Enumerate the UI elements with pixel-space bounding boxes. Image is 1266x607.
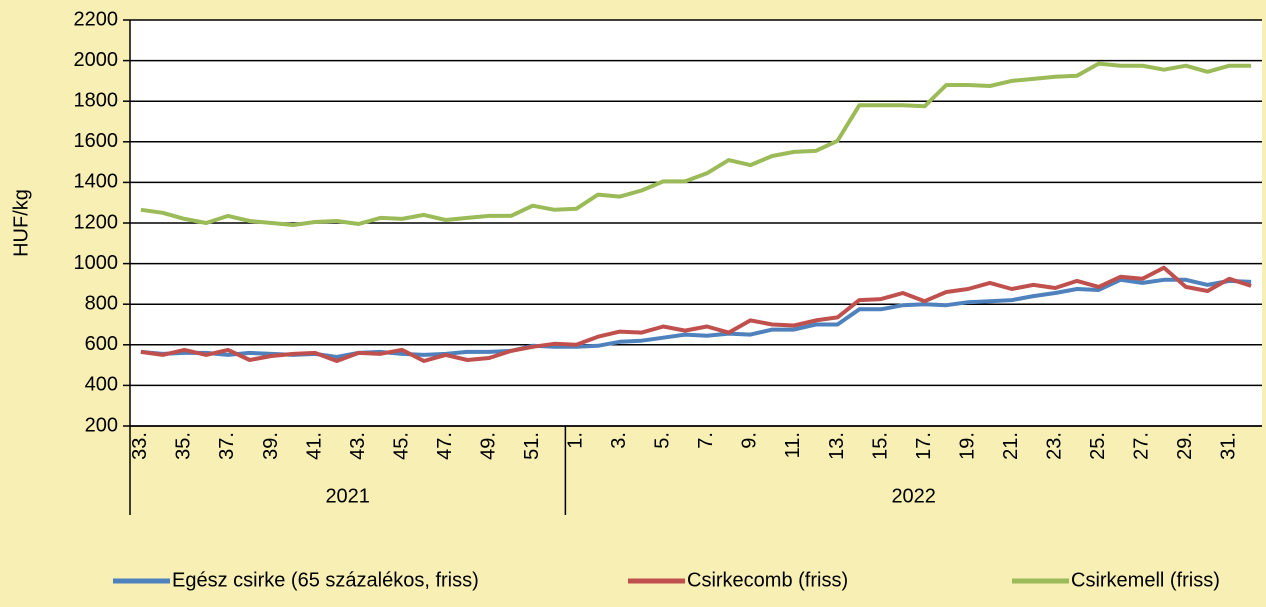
x-tick-label: 19.	[956, 432, 978, 460]
x-tick-label: 1.	[565, 432, 587, 449]
x-tick-label: 41.	[303, 432, 325, 460]
x-tick-label: 7.	[695, 432, 717, 449]
x-tick-label: 15.	[869, 432, 891, 460]
y-tick-label: 2200	[74, 8, 119, 30]
y-tick-label: 800	[85, 292, 118, 314]
x-tick-label: 5.	[652, 432, 674, 449]
x-tick-label: 11.	[782, 432, 804, 458]
x-tick-label: 33.	[129, 432, 151, 460]
x-tick-label: 49.	[477, 432, 499, 460]
x-tick-label: 31.	[1218, 432, 1240, 460]
y-tick-label: 1000	[74, 252, 119, 274]
legend-label: Csirkecomb (friss)	[687, 569, 848, 591]
y-tick-label: 1600	[74, 130, 119, 152]
y-tick-label: 2000	[74, 49, 119, 71]
legend-label: Csirkemell (friss)	[1071, 569, 1220, 591]
series-line	[140, 265, 1252, 363]
x-tick-label: 35.	[173, 432, 195, 460]
y-tick-label: 1400	[74, 171, 119, 193]
group-label: 2021	[325, 485, 370, 507]
x-tick-label: 45.	[390, 432, 412, 460]
x-tick-label: 39.	[260, 432, 282, 460]
y-tick-label: 200	[85, 414, 118, 436]
y-axis-label: HUF/kg	[10, 189, 32, 257]
y-tick-label: 1200	[74, 211, 119, 233]
x-tick-label: 23.	[1043, 432, 1065, 460]
x-tick-label: 37.	[216, 432, 238, 460]
y-tick-label: 1800	[74, 89, 119, 111]
x-tick-label: 13.	[826, 432, 848, 460]
x-tick-label: 25.	[1087, 432, 1109, 460]
group-label: 2022	[891, 485, 936, 507]
x-tick-label: 3.	[608, 432, 630, 449]
y-tick-label: 400	[85, 374, 118, 396]
legend-label: Egész csirke (65 százalékos, friss)	[172, 569, 479, 591]
x-tick-label: 43.	[347, 432, 369, 460]
series-line	[140, 61, 1252, 227]
y-tick-label: 600	[85, 333, 118, 355]
x-tick-label: 51.	[521, 432, 543, 460]
x-tick-label: 17.	[913, 432, 935, 460]
x-tick-label: 21.	[1000, 432, 1022, 460]
x-tick-label: 29.	[1174, 432, 1196, 460]
x-tick-label: 27.	[1131, 432, 1153, 460]
x-tick-label: 47.	[434, 432, 456, 460]
x-tick-label: 9.	[739, 432, 761, 449]
